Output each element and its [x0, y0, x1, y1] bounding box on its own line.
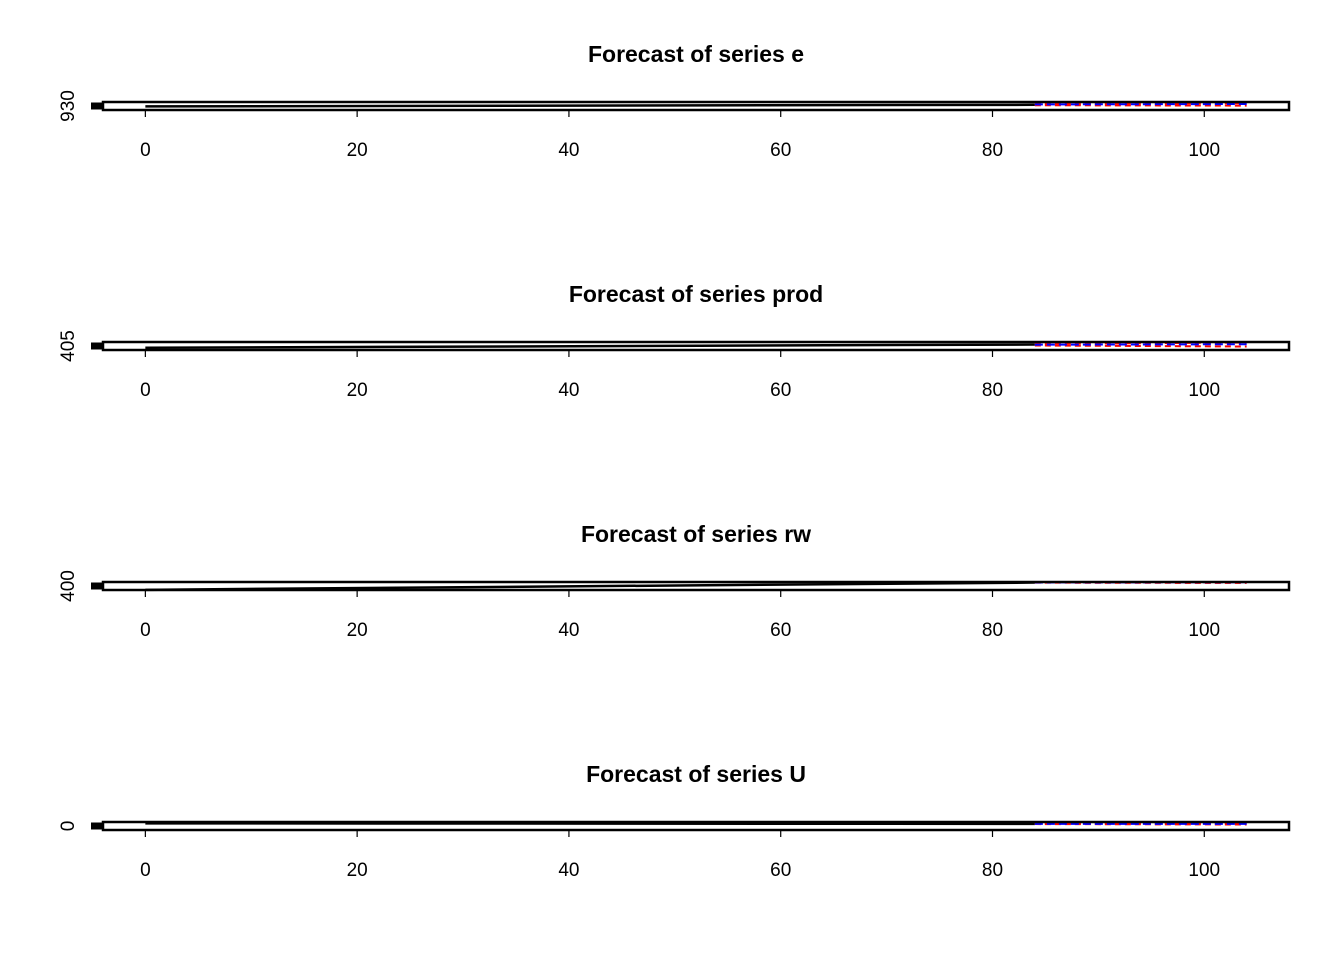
x-tick-label: 60 — [770, 140, 791, 161]
forecast-lower-bound-line — [1034, 344, 1247, 348]
x-tick-label: 0 — [140, 140, 151, 161]
x-tick-label: 80 — [982, 860, 1003, 881]
forecast-upper-bound-line — [1034, 102, 1247, 105]
x-tick-label: 0 — [140, 380, 151, 401]
y-tick-label: 400 — [58, 570, 79, 602]
chart-title: Forecast of series U — [586, 761, 806, 787]
y-tick-label: 0 — [58, 821, 79, 832]
chart-title: Forecast of series prod — [569, 281, 823, 307]
x-tick-label: 40 — [558, 380, 579, 401]
chart-panel-0: Forecast of series e 0 20 40 60 80 100 930 — [58, 41, 1291, 161]
x-tick-label: 100 — [1188, 380, 1220, 401]
y-tick-label: 930 — [58, 90, 79, 122]
x-tick-label: 100 — [1188, 140, 1220, 161]
x-tick-label: 0 — [140, 860, 151, 881]
chart-panel-1: Forecast of series prod 0 20 40 60 80 100 405 — [58, 281, 1291, 401]
y-tick-label: 405 — [58, 330, 79, 362]
x-tick-label: 60 — [770, 860, 791, 881]
x-tick-label: 20 — [347, 140, 368, 161]
observed-series-line — [145, 343, 1035, 350]
x-tick-label: 100 — [1188, 860, 1220, 881]
observed-series-line — [145, 581, 1035, 592]
x-tick-label: 20 — [347, 860, 368, 881]
chart-title: Forecast of series e — [588, 41, 804, 67]
x-tick-label: 40 — [558, 140, 579, 161]
chart-title: Forecast of series rw — [581, 521, 811, 547]
x-tick-label: 20 — [347, 380, 368, 401]
forecast-line — [1034, 343, 1247, 346]
x-tick-label: 40 — [558, 620, 579, 641]
x-tick-label: 80 — [982, 140, 1003, 161]
observed-series-line — [145, 103, 1035, 108]
x-tick-label: 100 — [1188, 620, 1220, 641]
x-tick-label: 60 — [770, 380, 791, 401]
x-tick-label: 40 — [558, 860, 579, 881]
x-tick-label: 80 — [982, 380, 1003, 401]
x-tick-label: 80 — [982, 620, 1003, 641]
plot-frame — [101, 820, 1291, 832]
x-tick-label: 20 — [347, 620, 368, 641]
x-tick-label: 60 — [770, 620, 791, 641]
chart-panel-2: Forecast of series rw 0 20 40 60 80 100 400 — [58, 521, 1291, 641]
x-tick-label: 0 — [140, 620, 151, 641]
chart-panel-3: Forecast of series U 0 20 40 60 80 100 0 — [58, 761, 1291, 881]
